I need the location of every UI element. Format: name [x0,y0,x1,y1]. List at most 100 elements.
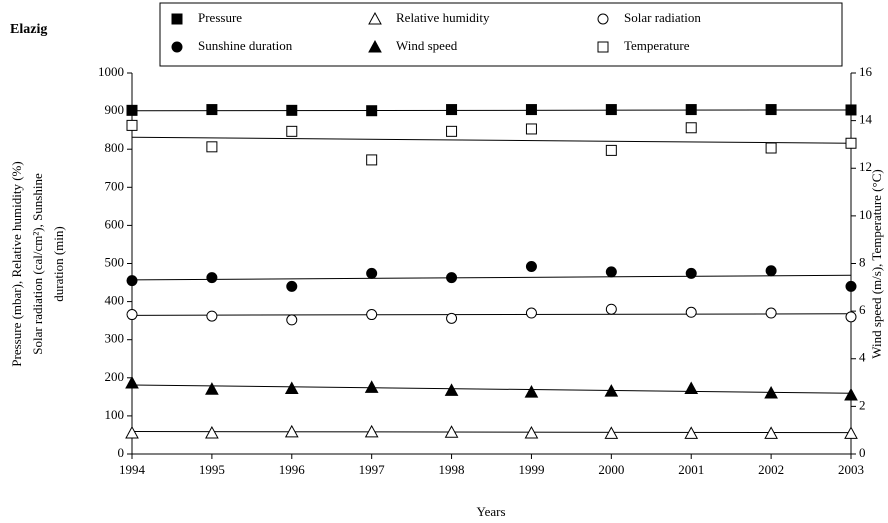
data-point [366,309,378,321]
data-point [284,424,299,438]
data-point [765,104,777,116]
data-point [286,280,298,292]
y-tick-label: 700 [105,178,125,193]
data-point [845,280,857,292]
y-axis-label: duration (min) [51,226,66,301]
data-point [446,312,458,324]
data-point [126,309,138,321]
y2-tick-label: 0 [859,445,866,460]
trend-line [131,274,852,281]
data-point [126,275,138,287]
data-point [845,104,857,116]
y2-tick-label: 12 [859,159,872,174]
data-point [764,385,778,399]
x-tick-label: 1998 [439,462,465,477]
data-point [525,123,537,135]
data-point [366,154,378,166]
data-point [444,383,459,396]
data-point [684,426,699,439]
x-axis-label: Years [476,504,505,519]
data-point [126,104,138,116]
trend-line [131,313,852,316]
data-point [604,384,619,397]
y-tick-label: 200 [105,369,125,384]
data-point [604,426,619,439]
data-point [685,122,697,134]
legend-label: Solar radiation [624,10,701,25]
data-point [605,266,617,278]
chart-title: Elazig [10,22,47,37]
data-point [764,426,778,439]
data-point [366,105,378,117]
y-tick-label: 500 [105,254,125,269]
x-tick-label: 1996 [279,462,306,477]
data-point [685,267,697,279]
data-point [126,119,138,131]
data-point [364,424,379,438]
legend-label: Pressure [198,10,242,25]
y2-tick-label: 8 [859,254,866,269]
data-point [684,381,699,395]
legend-box [159,2,843,67]
data-point [444,425,459,438]
legend-marker [597,13,609,25]
data-point [206,310,218,322]
data-point [685,104,697,116]
y-axis-label: Solar radiation (cal/cm²), Sunshine [30,173,45,355]
x-tick-label: 1995 [199,462,225,477]
x-tick-label: 2000 [598,462,624,477]
data-point [446,125,458,137]
legend-label: Relative humidity [396,10,490,25]
legend-label: Temperature [624,38,690,53]
data-point [286,314,298,326]
y-tick-label: 100 [105,407,125,422]
legend-marker [171,13,183,25]
data-point [845,311,857,323]
y2-tick-label: 10 [859,207,872,222]
data-point [605,104,617,116]
y2-tick-label: 6 [859,302,866,317]
data-point [845,137,857,149]
data-point [765,142,777,154]
data-point [605,144,617,156]
legend-label: Sunshine duration [198,38,293,53]
data-point [205,382,219,395]
data-point [286,104,298,116]
data-point [685,306,697,318]
trend-line [131,431,852,434]
data-point [844,426,858,439]
y-tick-label: 300 [105,331,125,346]
data-point [446,104,458,116]
data-point [205,426,219,439]
data-point [524,426,539,439]
trend-line [131,136,852,144]
y2-tick-label: 2 [859,397,866,412]
trend-line [131,109,852,112]
y2-tick-label: 4 [859,350,866,365]
legend-marker [171,41,183,53]
x-tick-label: 1999 [518,462,544,477]
y2-tick-label: 14 [859,112,873,127]
y2-tick-label: 16 [859,64,873,79]
legend-marker [368,39,382,53]
y-axis-label: Pressure (mbar), Relative humidity (%) [9,161,24,366]
x-tick-label: 2001 [678,462,704,477]
x-tick-label: 1997 [359,462,386,477]
x-tick-label: 2002 [758,462,784,477]
data-point [525,261,537,273]
y-tick-label: 900 [105,102,125,117]
legend-label: Wind speed [396,38,458,53]
data-point [525,307,537,319]
data-point [524,385,539,398]
y2-axis-label: Wind speed (m/s), Temperature (°C) [869,169,884,358]
data-point [525,104,537,116]
data-point [765,307,777,319]
legend-marker [368,11,382,25]
x-tick-label: 1994 [119,462,146,477]
x-tick-label: 2003 [838,462,864,477]
y-tick-label: 400 [105,293,125,308]
data-point [765,265,777,277]
data-point [605,303,617,315]
